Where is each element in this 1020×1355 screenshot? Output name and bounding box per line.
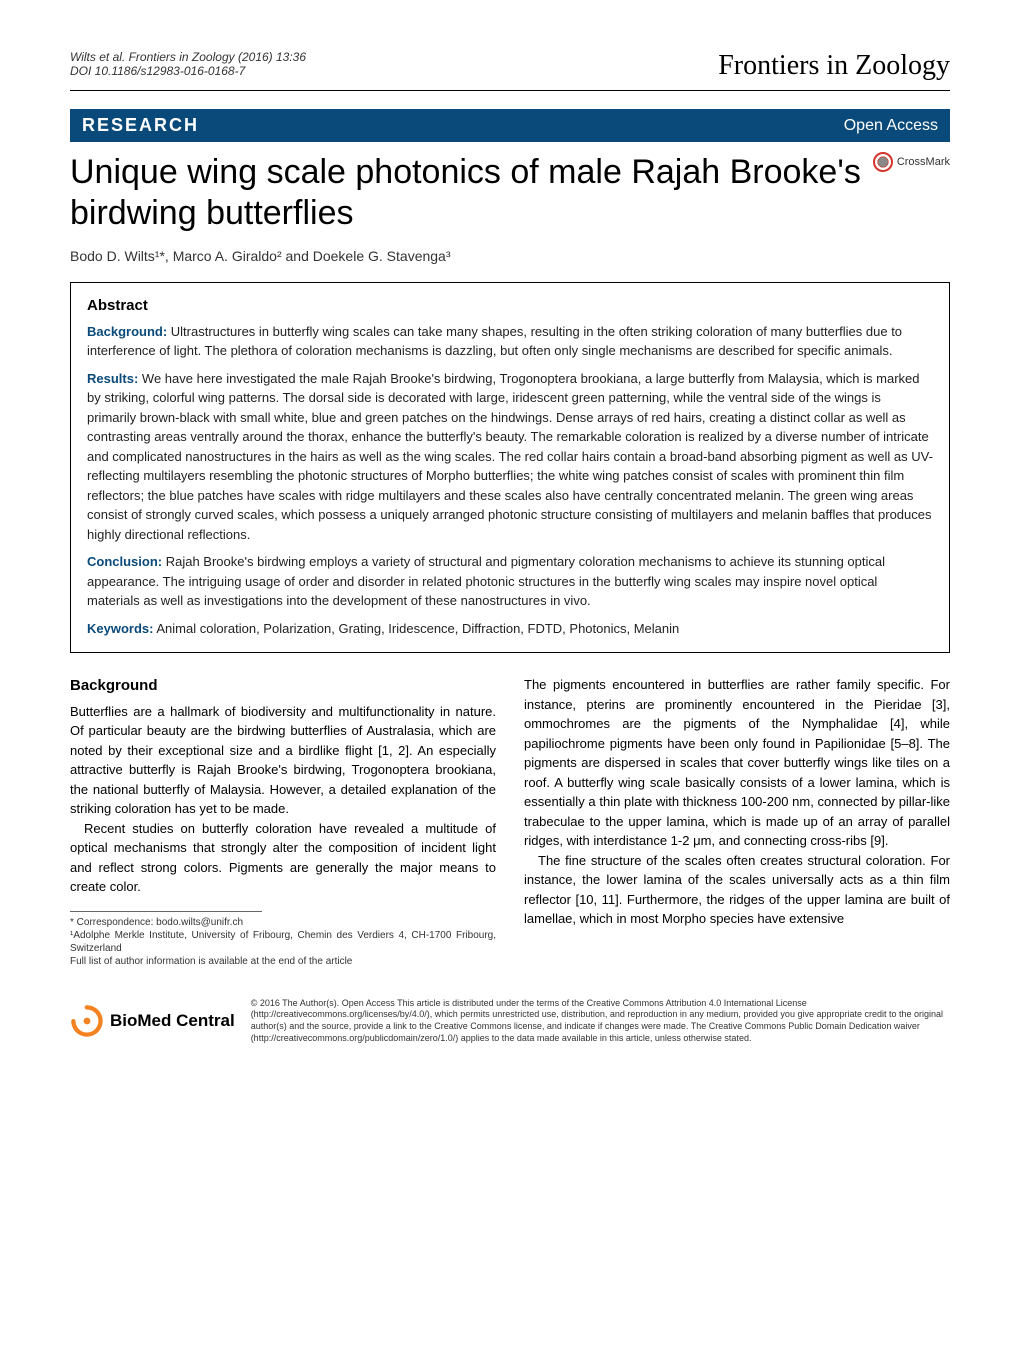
doi: DOI 10.1186/s12983-016-0168-7 bbox=[70, 64, 306, 78]
abstract-conclusion-label: Conclusion: bbox=[87, 554, 162, 569]
open-access-label: Open Access bbox=[844, 117, 938, 135]
bmc-bold: BioMed bbox=[110, 1011, 171, 1030]
research-label: RESEARCH bbox=[82, 115, 199, 136]
abstract-background-label: Background: bbox=[87, 324, 167, 339]
crossmark-badge[interactable]: CrossMark bbox=[873, 152, 950, 172]
crossmark-label: CrossMark bbox=[897, 156, 950, 168]
abstract-box: Abstract Background: Ultrastructures in … bbox=[70, 282, 950, 654]
abstract-conclusion: Conclusion: Rajah Brooke's birdwing empl… bbox=[87, 552, 933, 611]
keywords-label: Keywords: bbox=[87, 621, 153, 636]
body-paragraph: The fine structure of the scales often c… bbox=[524, 851, 950, 929]
bmc-logo-icon bbox=[70, 1004, 104, 1038]
body-heading: Background bbox=[70, 675, 496, 698]
article-title: Unique wing scale photonics of male Raja… bbox=[70, 152, 861, 234]
crossmark-icon bbox=[873, 152, 893, 172]
abstract-conclusion-text: Rajah Brooke's birdwing employs a variet… bbox=[87, 554, 885, 608]
journal-name: Frontiers in Zoology bbox=[718, 50, 950, 82]
abstract-results-text: We have here investigated the male Rajah… bbox=[87, 371, 933, 542]
bmc-logo-text: BioMed Central bbox=[110, 1011, 235, 1031]
body-column-right: The pigments encountered in butterflies … bbox=[524, 675, 950, 968]
body-paragraph: The pigments encountered in butterflies … bbox=[524, 675, 950, 851]
license-text: © 2016 The Author(s). Open Access This a… bbox=[251, 998, 950, 1045]
body-columns: Background Butterflies are a hallmark of… bbox=[70, 675, 950, 968]
abstract-results: Results: We have here investigated the m… bbox=[87, 369, 933, 545]
fulllist-footnote: Full list of author information is avail… bbox=[70, 955, 496, 968]
abstract-background-text: Ultrastructures in butterfly wing scales… bbox=[87, 324, 902, 359]
citation-block: Wilts et al. Frontiers in Zoology (2016)… bbox=[70, 50, 306, 78]
title-row: Unique wing scale photonics of male Raja… bbox=[70, 152, 950, 234]
abstract-results-label: Results: bbox=[87, 371, 138, 386]
footnote-divider bbox=[70, 911, 262, 912]
affiliation-footnote: ¹Adolphe Merkle Institute, University of… bbox=[70, 929, 496, 955]
keywords-text: Animal coloration, Polarization, Grating… bbox=[153, 621, 679, 636]
body-paragraph: Recent studies on butterfly coloration h… bbox=[70, 819, 496, 897]
footer-row: BioMed Central © 2016 The Author(s). Ope… bbox=[70, 998, 950, 1045]
research-bar: RESEARCH Open Access bbox=[70, 109, 950, 142]
body-paragraph: Butterflies are a hallmark of biodiversi… bbox=[70, 702, 496, 819]
bmc-rest: Central bbox=[171, 1011, 234, 1030]
citation-year: (2016) 13:36 bbox=[238, 50, 306, 64]
citation-authors: Wilts et al. Frontiers in Zoology bbox=[70, 50, 235, 64]
abstract-keywords: Keywords: Animal coloration, Polarizatio… bbox=[87, 619, 933, 639]
header-divider bbox=[70, 90, 950, 91]
page-header: Wilts et al. Frontiers in Zoology (2016)… bbox=[70, 50, 950, 82]
abstract-background: Background: Ultrastructures in butterfly… bbox=[87, 322, 933, 361]
bmc-logo: BioMed Central bbox=[70, 1004, 235, 1038]
abstract-heading: Abstract bbox=[87, 297, 933, 314]
authors: Bodo D. Wilts¹*, Marco A. Giraldo² and D… bbox=[70, 248, 950, 264]
correspondence-footnote: * Correspondence: bodo.wilts@unifr.ch bbox=[70, 916, 496, 929]
body-column-left: Background Butterflies are a hallmark of… bbox=[70, 675, 496, 968]
